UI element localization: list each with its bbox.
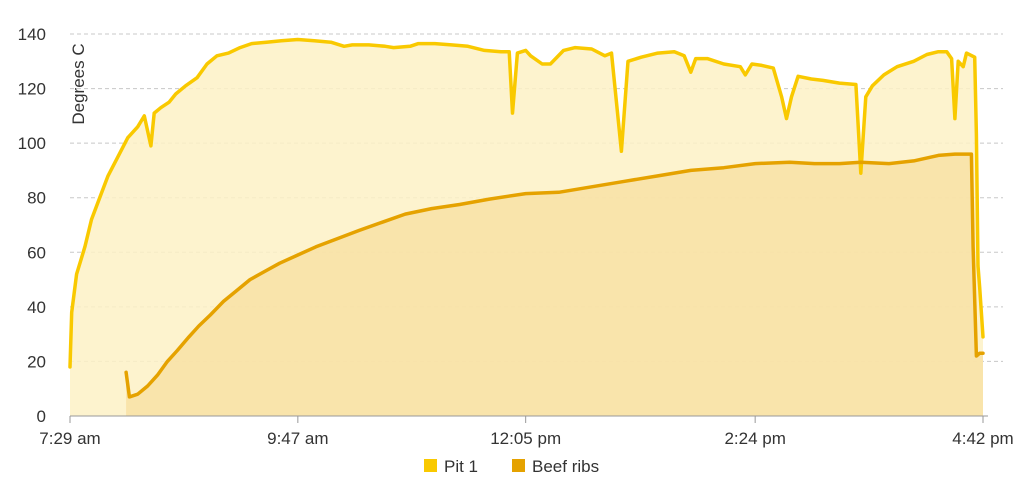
x-tick-label: 12:05 pm bbox=[490, 429, 561, 448]
y-tick-label: 140 bbox=[18, 25, 46, 44]
y-tick-label: 0 bbox=[37, 407, 46, 426]
x-tick-label: 4:42 pm bbox=[952, 429, 1013, 448]
y-tick-label: 20 bbox=[27, 352, 46, 371]
series-line-0[interactable] bbox=[68, 37, 985, 369]
series-areas bbox=[70, 39, 984, 416]
x-tick-label: 2:24 pm bbox=[724, 429, 785, 448]
y-axis-title: Degrees C bbox=[69, 43, 88, 124]
series-area-1 bbox=[126, 154, 984, 416]
y-tick-label: 100 bbox=[18, 134, 46, 153]
legend-label[interactable]: Beef ribs bbox=[532, 457, 599, 476]
axes: 0 20 40 60 80 100 120 140 7:29 am 9:47 am 12:05 pm… bbox=[18, 25, 1014, 448]
x-tick-label: 9:47 am bbox=[267, 429, 328, 448]
y-tick-label: 80 bbox=[27, 189, 46, 208]
legend-swatch bbox=[424, 459, 437, 472]
series-line-1[interactable] bbox=[124, 152, 985, 399]
legend-swatch bbox=[512, 459, 525, 472]
series-lines bbox=[68, 37, 985, 399]
legend-label[interactable]: Pit 1 bbox=[444, 457, 478, 476]
x-tick-label: 7:29 am bbox=[39, 429, 100, 448]
y-tick-label: 40 bbox=[27, 298, 46, 317]
legend: Pit 1 Beef ribs bbox=[424, 457, 599, 476]
y-tick-label: 60 bbox=[27, 243, 46, 262]
y-tick-label: 120 bbox=[18, 80, 46, 99]
